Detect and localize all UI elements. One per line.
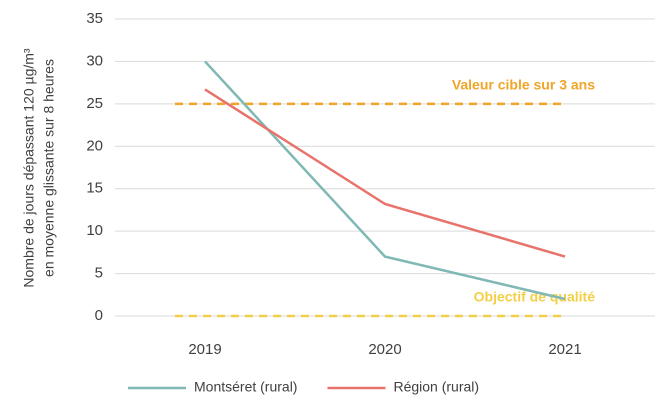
- x-tick-label: 2020: [368, 341, 401, 358]
- y-tick-label: 5: [95, 265, 103, 282]
- reference-label: Objectif de qualité: [474, 289, 596, 305]
- y-tick-label: 10: [86, 222, 103, 239]
- legend-label: Région (rural): [393, 379, 479, 395]
- series-line: [204, 88, 566, 258]
- y-tick-label: 0: [95, 307, 103, 324]
- legend-label: Montséret (rural): [194, 379, 297, 395]
- series-line: [204, 60, 566, 301]
- y-tick-label: 20: [86, 137, 103, 154]
- x-tick-label: 2021: [548, 341, 581, 358]
- y-tick-label: 30: [86, 52, 103, 69]
- y-tick-label: 35: [86, 10, 103, 27]
- x-tick-label: 2019: [188, 341, 221, 358]
- reference-label: Valeur cible sur 3 ans: [452, 77, 595, 93]
- y-tick-label: 15: [86, 180, 103, 197]
- y-axis-title: en moyenne glissante sur 8 heures: [41, 59, 57, 277]
- y-axis-title: Nombre de jours dépassant 120 µg/m³: [21, 48, 37, 288]
- y-tick-label: 25: [86, 95, 103, 112]
